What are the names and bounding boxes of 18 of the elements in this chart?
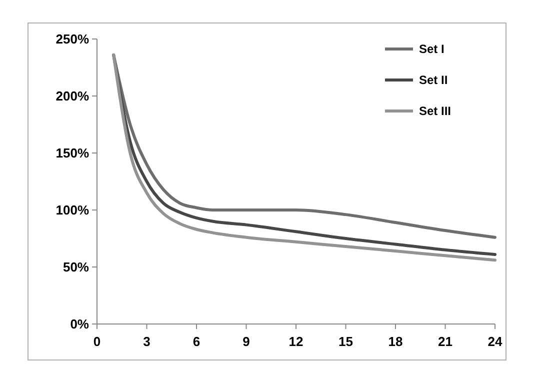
y-tick-label: 50% — [62, 260, 90, 275]
legend-label: Set II — [419, 73, 448, 88]
x-tick-label: 24 — [488, 334, 503, 349]
x-tick-label: 6 — [192, 334, 200, 349]
x-tick-label: 9 — [242, 334, 250, 349]
y-tick-label: 100% — [56, 202, 90, 218]
y-tick-label: 150% — [56, 146, 90, 161]
y-tick-label: 250% — [56, 32, 90, 47]
y-tick-label: 200% — [56, 88, 90, 104]
x-tick-label: 12 — [288, 334, 304, 349]
x-tick-label: 0 — [93, 334, 101, 349]
legend-label: Set I — [419, 42, 444, 56]
x-tick-label: 18 — [388, 334, 403, 349]
x-tick-label: 21 — [438, 334, 452, 349]
y-tick-label: 0% — [70, 316, 90, 332]
x-tick-label: 15 — [338, 334, 353, 349]
x-tick-label: 3 — [143, 334, 150, 349]
legend-label: Set III — [419, 104, 452, 118]
